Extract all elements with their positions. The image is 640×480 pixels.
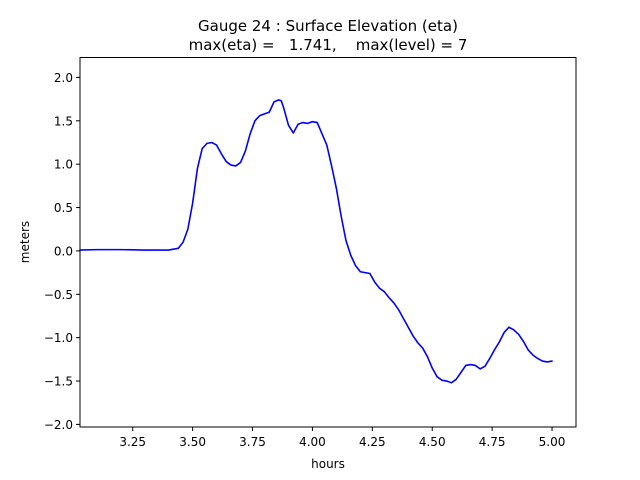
x-axis-label: hours — [311, 457, 345, 471]
x-axis-ticks: 3.25 3.50 3.75 4.00 4.25 4.50 4.75 5.00 — [119, 427, 565, 449]
x-tick-label: 4.50 — [419, 435, 446, 449]
y-tick-label: −0.5 — [44, 288, 73, 302]
chart-title-line1: Gauge 24 : Surface Elevation (eta) — [198, 17, 458, 35]
x-tick-label: 3.25 — [119, 435, 146, 449]
x-tick-label: 4.75 — [479, 435, 506, 449]
y-tick-label: −1.5 — [44, 375, 73, 389]
y-axis-label: meters — [18, 221, 32, 263]
y-axis-ticks: 2.0 1.5 1.0 0.5 0.0 −0.5 −1.0 −1.5 −2.0 — [44, 71, 80, 432]
x-tick-label: 5.00 — [539, 435, 566, 449]
y-tick-label: 1.0 — [54, 158, 73, 172]
y-tick-label: 0.0 — [54, 244, 73, 258]
x-tick-label: 4.25 — [359, 435, 386, 449]
chart-title-line2: max(eta) = 1.741, max(level) = 7 — [189, 36, 468, 54]
y-tick-label: −2.0 — [44, 418, 73, 432]
y-tick-label: 1.5 — [54, 114, 73, 128]
x-tick-label: 3.75 — [239, 435, 266, 449]
plot-area-frame — [79, 57, 577, 428]
series-line-eta — [79, 99, 553, 384]
x-tick-label: 3.50 — [179, 435, 206, 449]
x-tick-label: 4.00 — [299, 435, 326, 449]
y-tick-label: −1.0 — [44, 331, 73, 345]
y-tick-label: 0.5 — [54, 201, 73, 215]
y-tick-label: 2.0 — [54, 71, 73, 85]
